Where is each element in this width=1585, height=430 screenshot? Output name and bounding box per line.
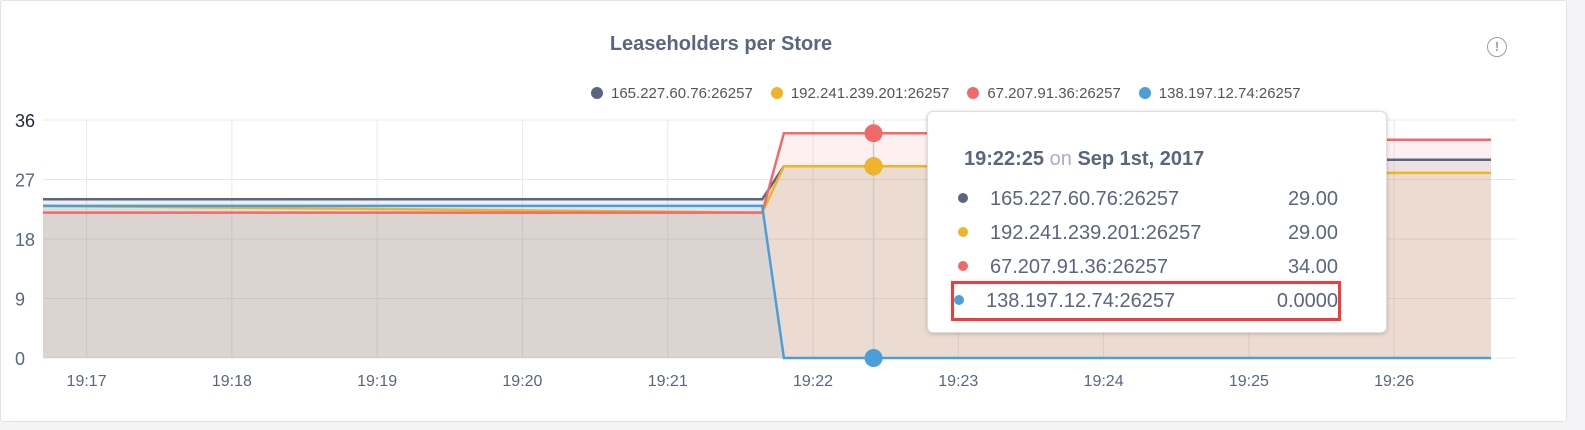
legend-item[interactable]: 138.197.12.74:26257 — [1138, 85, 1301, 102]
tooltip-series-name: 165.227.60.76:26257 — [990, 188, 1180, 210]
tooltip-value: 29.00 — [1287, 222, 1338, 244]
tooltip-row: 138.197.12.74:26257 0.0000 — [951, 281, 1341, 321]
legend-dot — [591, 87, 603, 99]
chart-title: Leaseholders per Store — [609, 33, 833, 55]
legend-dot — [967, 87, 980, 99]
x-tick-label: 19:20 — [502, 373, 542, 390]
legend-dot — [770, 87, 783, 99]
tooltip-series-name: 192.241.239.201:26257 — [990, 222, 1202, 244]
series-dot — [958, 261, 968, 271]
x-tick-label: 19:25 — [1229, 373, 1269, 390]
x-tick-label: 19:21 — [648, 373, 688, 390]
legend-item[interactable]: 67.207.91.36:26257 — [967, 85, 1121, 102]
series-line — [43, 204, 1491, 360]
y-tick-label: 27 — [15, 171, 35, 191]
series-dot — [954, 295, 964, 305]
x-tick-label: 19:26 — [1374, 373, 1414, 390]
x-tick-label: 19:23 — [938, 373, 978, 390]
tooltip-date: Sep 1st, 2017 — [1077, 148, 1205, 170]
tooltip-on: on — [1049, 148, 1072, 170]
legend-label: 192.241.239.201:26257 — [790, 85, 950, 102]
y-tick-label: 18 — [15, 230, 35, 250]
x-tick-label: 19:24 — [1084, 373, 1124, 390]
x-tick-label: 19:19 — [357, 373, 397, 390]
x-tick-label: 19:17 — [67, 373, 107, 390]
tooltip-series-name: 67.207.91.36:26257 — [990, 256, 1168, 278]
tooltip-header: 19:22:25 on Sep 1st, 2017 — [964, 148, 1204, 171]
tooltip-value: 34.00 — [1287, 256, 1338, 278]
tooltip-row: 165.227.60.76:26257 29.00 — [958, 182, 1338, 216]
y-tick-label: 9 — [15, 290, 25, 310]
hover-point — [864, 349, 883, 367]
hover-point — [864, 124, 883, 143]
legend-label: 67.207.91.36:26257 — [987, 85, 1121, 102]
info-circle-icon[interactable]: ! — [1487, 37, 1507, 57]
tooltip-time: 19:22:25 — [964, 148, 1045, 170]
x-tick-label: 19:18 — [212, 373, 252, 390]
tooltip-value: 29.00 — [1287, 188, 1338, 210]
tooltip-value: 0.0000 — [1276, 290, 1338, 312]
chart-card: 0 9 18 27 36 19:17 19:18 19:19 19:20 19:21 19:22 19… — [0, 0, 1567, 422]
legend-dot — [1138, 87, 1151, 99]
series-area — [43, 205, 1491, 358]
y-tick-label: 36 — [15, 111, 35, 131]
legend: 165.227.60.76:26257 192.241.239.201:26257… — [591, 85, 1319, 102]
x-tick-label: 19:22 — [793, 373, 833, 390]
tooltip-row: 67.207.91.36:26257 34.00 — [958, 250, 1338, 284]
tooltip: 19:22:25 on Sep 1st, 2017 165.227.60.76:… — [927, 111, 1387, 333]
hover-point — [864, 157, 883, 176]
series-dot — [958, 227, 968, 237]
legend-item[interactable]: 165.227.60.76:26257 — [591, 85, 753, 102]
series-dot — [958, 193, 968, 203]
legend-label: 165.227.60.76:26257 — [611, 85, 753, 102]
legend-label: 138.197.12.74:26257 — [1158, 85, 1301, 102]
tooltip-series-name: 138.197.12.74:26257 — [986, 290, 1176, 312]
y-tick-label: 0 — [15, 349, 25, 369]
tooltip-row: 192.241.239.201:26257 29.00 — [958, 216, 1338, 250]
legend-item[interactable]: 192.241.239.201:26257 — [770, 85, 950, 102]
